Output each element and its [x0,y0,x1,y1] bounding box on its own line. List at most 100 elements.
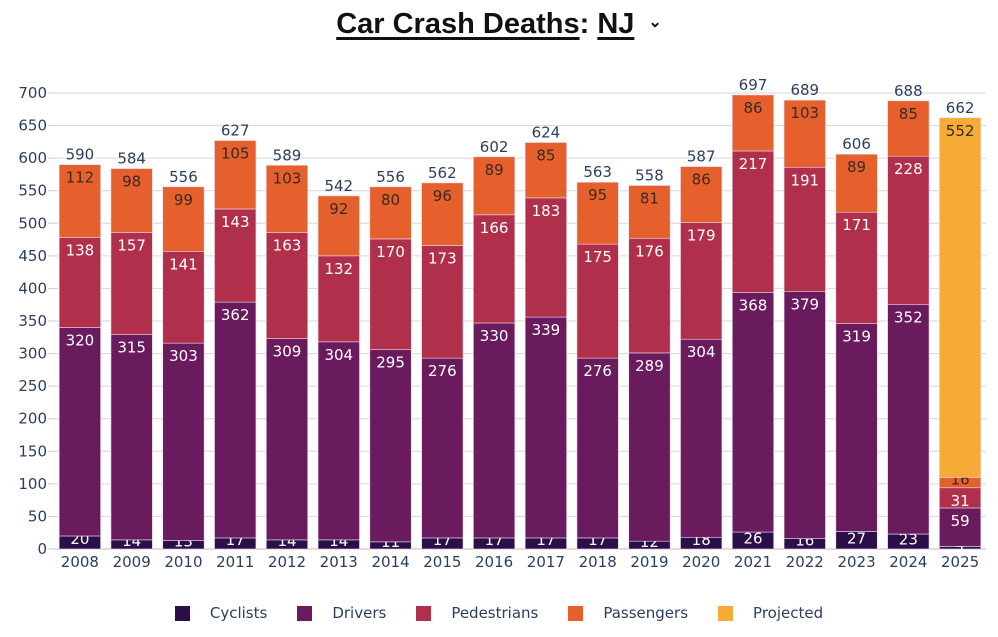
data-label: 295 [376,354,405,372]
bar-segment-drivers [887,304,930,535]
bar-segment-pedestrians [628,237,671,354]
bar-segment-passengers [576,181,619,245]
bar-segment-drivers [524,316,567,539]
bar-segment-drivers [939,507,982,547]
data-label: 80 [381,191,400,209]
bar-segment-passengers [110,168,153,233]
data-label: 217 [739,155,768,173]
bar-segment-passengers [369,186,412,240]
data-label: 96 [433,187,452,205]
bar-segment-pedestrians [576,243,619,359]
total-label: 606 [842,135,871,153]
bar-segment-pedestrians [265,232,309,339]
data-label: 173 [428,249,457,267]
x-tick-label: 2025 [941,553,979,571]
bar-segment-passengers [265,165,309,233]
x-tick-label: 2009 [113,553,151,571]
chevron-down-icon[interactable]: ⌄ [648,14,662,32]
data-label: 89 [485,161,504,179]
data-label: 176 [635,242,664,260]
bar-segment-drivers [162,342,205,541]
data-label: 103 [790,104,819,122]
y-tick-label: 600 [18,149,47,167]
total-label: 688 [894,82,923,100]
bar-segment-drivers [473,322,516,539]
data-label: 320 [66,332,95,350]
data-label: 228 [894,160,923,178]
bar-segment-passengers [524,142,567,199]
legend: Cyclists Drivers Pedestrians Passengers Proj… [0,604,998,622]
y-tick-label: 200 [18,410,47,428]
data-label: 103 [273,169,302,187]
legend-label: Projected [753,604,824,622]
x-tick-label: 2012 [268,553,306,571]
x-tick-label: 2010 [164,553,202,571]
data-label: 143 [221,213,250,231]
total-label: 662 [946,99,975,117]
data-label: 86 [692,171,711,189]
y-tick-label: 250 [18,377,47,395]
total-label: 697 [739,76,768,94]
bar-segment-drivers [265,338,309,541]
total-label: 627 [221,122,250,140]
data-label: 31 [951,492,970,510]
state-selector[interactable]: NJ [597,8,635,40]
data-label: 339 [532,321,561,339]
y-tick-label: 50 [28,507,47,525]
x-tick-label: 2011 [216,553,254,571]
bar-segment-pedestrians [473,214,516,324]
y-tick-label: 400 [18,279,47,297]
total-label: 556 [169,168,198,186]
y-tick-label: 0 [37,540,47,558]
bar-segment-pedestrians [887,155,930,306]
legend-swatch [174,605,190,621]
total-label: 556 [376,168,405,186]
x-tick-label: 2016 [475,553,513,571]
legend-item-drivers[interactable]: Drivers [297,604,386,622]
bar-segment-pedestrians [369,238,412,350]
legend-item-cyclists[interactable]: Cyclists [174,604,267,622]
bar-segment-drivers [731,292,775,533]
x-tick-label: 2022 [786,553,824,571]
data-label: 85 [899,105,918,123]
data-label: 98 [122,173,141,191]
bar-segment-passengers [473,156,516,216]
legend-item-passengers[interactable]: Passengers [568,604,688,622]
total-label: 602 [480,138,509,156]
data-label: 304 [687,343,716,361]
x-tick-label: 2017 [527,553,565,571]
bar-segment-drivers [317,341,360,541]
stacked-bar-chart: 0 50 100 150 200 250 300 350 400 450 500 550 600 650 7… [18,76,986,571]
bar-segment-pedestrians [783,166,826,292]
bar-segment-pedestrians [317,255,360,343]
legend-label: Drivers [332,604,387,622]
data-label: 157 [117,236,146,254]
total-label: 624 [532,124,561,142]
legend-item-projected[interactable]: Projected [718,604,823,622]
bar-segment-drivers [58,327,101,537]
bar-segment-drivers [680,338,723,538]
y-tick-label: 700 [18,84,47,102]
bar-segment-drivers [369,349,412,543]
legend-label: Pedestrians [451,604,539,622]
total-label: 584 [117,150,146,168]
x-tick-label: 2024 [889,553,927,571]
data-label: 86 [743,99,762,117]
data-label: 552 [946,122,975,140]
bar-segment-pedestrians [110,232,153,335]
data-label: 352 [894,309,923,327]
bar-segment-pedestrians [214,208,257,303]
data-label: 175 [583,248,612,266]
legend-swatch [297,605,313,621]
y-tick-label: 650 [18,117,47,135]
data-label: 171 [842,216,871,234]
data-label: 276 [428,362,457,380]
data-label: 183 [532,202,561,220]
bar-segment-pedestrians [162,250,205,344]
chart-title: Car Crash Deaths: NJ ⌄ [0,8,998,41]
bar-segment-drivers [110,334,153,541]
bar-segment-pedestrians [680,222,723,340]
legend-item-pedestrians[interactable]: Pedestrians [416,604,538,622]
bar-segment-passengers [835,153,878,213]
bar-segment-drivers [214,301,257,539]
